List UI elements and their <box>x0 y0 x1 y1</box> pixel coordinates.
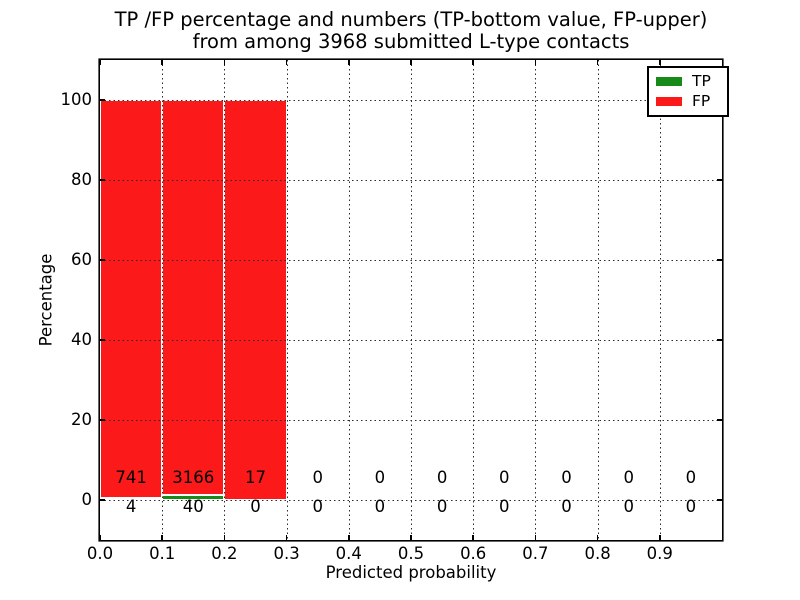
x-axis-label: Predicted probability <box>325 563 497 582</box>
x-tick-top <box>534 60 537 65</box>
y-tick-left <box>100 259 105 261</box>
chart-title-line2: from among 3968 submitted L-type contact… <box>192 30 630 53</box>
fp-count-label: 0 <box>312 468 323 487</box>
x-gridline <box>224 60 226 540</box>
x-tick-bottom <box>596 535 599 540</box>
bar-segment-fp <box>100 100 163 498</box>
x-tick-label: 0.8 <box>584 544 611 563</box>
legend-item-tp: TP <box>656 73 720 89</box>
fp-color-swatch <box>656 96 682 106</box>
x-tick-bottom <box>161 535 163 540</box>
x-tick-bottom <box>99 535 101 540</box>
x-tick-top <box>348 60 350 65</box>
fp-count-label: 0 <box>561 468 572 487</box>
y-tick-label: 80 <box>71 170 92 189</box>
y-tick-label: 100 <box>60 90 93 109</box>
x-tick-bottom <box>534 535 537 540</box>
x-tick-top <box>285 60 288 65</box>
y-gridline <box>100 180 722 181</box>
x-tick-label: 0.4 <box>335 544 362 563</box>
y-gridline <box>100 420 722 421</box>
y-tick-right <box>717 179 722 181</box>
y-tick-left <box>100 499 105 501</box>
tp-count-label: 0 <box>499 497 510 516</box>
y-tick-left <box>100 179 105 181</box>
chart-title-line1: TP /FP percentage and numbers (TP-bottom… <box>114 8 708 31</box>
tp-count-label: 0 <box>685 497 697 516</box>
x-gridline <box>162 60 164 540</box>
legend-label-tp: TP <box>692 72 711 90</box>
y-tick-right <box>717 419 722 421</box>
x-tick-top <box>410 60 412 65</box>
x-tick-top <box>99 60 101 65</box>
x-tick-bottom <box>348 535 350 540</box>
legend-label-fp: FP <box>692 92 711 110</box>
x-gridline <box>286 60 288 540</box>
x-gridline <box>597 60 599 540</box>
bar-segment-fp <box>162 100 225 496</box>
tp-count-label: 0 <box>623 497 634 516</box>
y-tick-left <box>100 339 105 341</box>
tp-count-label: 0 <box>561 497 572 516</box>
x-tick-label: 0.6 <box>460 544 487 563</box>
y-tick-label: 20 <box>71 410 92 429</box>
fp-count-label: 0 <box>685 468 697 487</box>
x-tick-top <box>659 60 661 65</box>
legend-item-fp: FP <box>656 93 720 109</box>
y-tick-right <box>717 499 722 501</box>
x-tick-bottom <box>472 535 474 540</box>
x-tick-top <box>161 60 163 65</box>
bar-segment-tp <box>100 497 163 500</box>
x-tick-bottom <box>659 535 661 540</box>
x-gridline <box>659 60 661 540</box>
x-tick-label: 0.0 <box>86 544 114 563</box>
x-gridline <box>535 60 537 540</box>
x-tick-label: 0.7 <box>522 544 549 563</box>
y-tick-right <box>717 259 722 261</box>
x-tick-bottom <box>410 535 412 540</box>
fp-count-label: 0 <box>623 468 634 487</box>
tp-count-label: 0 <box>312 497 323 516</box>
y-tick-left <box>100 419 105 421</box>
tp-count-label: 40 <box>182 497 204 516</box>
x-tick-label: 0.2 <box>211 544 238 563</box>
tp-count-label: 4 <box>125 497 137 516</box>
tp-color-swatch <box>656 76 682 86</box>
fp-count-label: 3166 <box>172 468 215 487</box>
y-tick-label: 60 <box>71 250 92 269</box>
tp-count-label: 0 <box>374 497 386 516</box>
fp-count-label: 741 <box>115 468 147 487</box>
x-tick-top <box>223 60 226 65</box>
fp-count-label: 0 <box>436 468 448 487</box>
fp-count-label: 17 <box>245 468 266 487</box>
x-tick-bottom <box>285 535 288 540</box>
y-gridline <box>100 100 722 101</box>
x-tick-label: 0.5 <box>397 544 425 563</box>
legend: TP FP <box>647 66 729 117</box>
fp-count-label: 0 <box>499 468 510 487</box>
y-tick-label: 40 <box>71 330 92 349</box>
y-gridline <box>100 260 722 261</box>
y-tick-right <box>717 339 722 341</box>
y-tick-left <box>100 99 105 101</box>
y-gridline <box>100 500 722 501</box>
y-gridline <box>100 340 722 341</box>
tp-count-label: 0 <box>436 497 448 516</box>
x-tick-label: 0.3 <box>273 544 300 563</box>
x-gridline <box>348 60 350 540</box>
chart-title: TP /FP percentage and numbers (TP-bottom… <box>100 9 722 53</box>
tp-count-label: 0 <box>250 497 261 516</box>
bar-segment-fp <box>224 100 287 500</box>
x-tick-bottom <box>223 535 226 540</box>
plot-area: 0.0 0.1 0.2 0.3 0.4 0.5 0.6 0.7 0.8 0.9 0 20 40 60 80 1… <box>61 60 729 563</box>
x-tick-label: 0.1 <box>149 544 176 563</box>
x-tick-label: 0.9 <box>646 544 673 563</box>
x-tick-top <box>472 60 474 65</box>
x-gridline <box>411 60 412 540</box>
x-gridline <box>473 60 475 540</box>
x-tick-top <box>596 60 599 65</box>
y-tick-label: 0 <box>81 490 93 509</box>
fp-count-label: 0 <box>374 468 386 487</box>
